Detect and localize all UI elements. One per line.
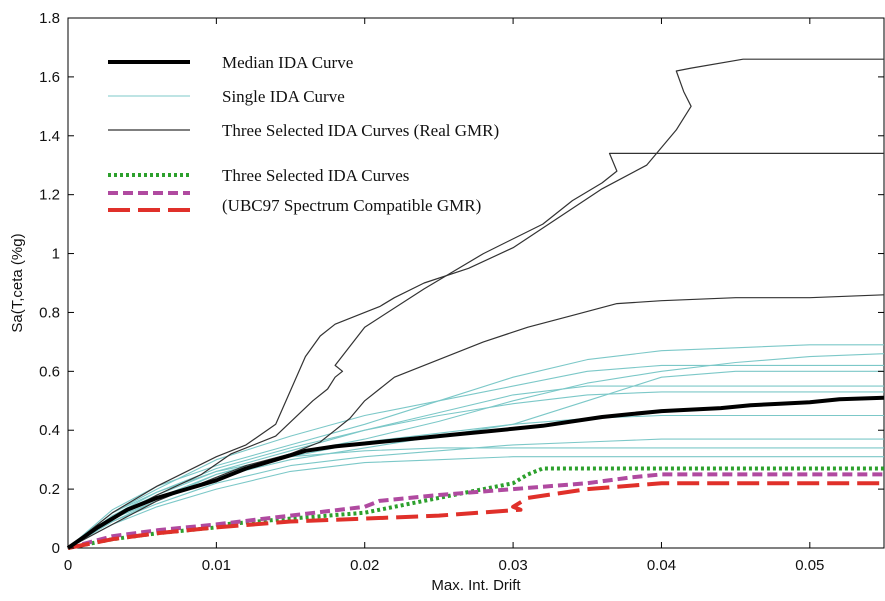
legend-label: Three Selected IDA Curves <box>222 166 409 185</box>
series-line-3 <box>67 438 884 549</box>
legend-label: (UBC97 Spectrum Compatible GMR) <box>222 196 481 215</box>
y-tick-label: 1.6 <box>39 69 60 86</box>
y-axis-label: Sa(T,ceta (%g) <box>9 233 26 332</box>
series-line-6 <box>67 344 884 549</box>
series-line-10 <box>67 447 884 549</box>
plot-area <box>67 17 885 549</box>
y-tick-label: 1.8 <box>39 10 60 27</box>
x-axis-label: Max. Int. Drift <box>431 577 521 594</box>
y-tick-label: 0.2 <box>39 481 60 498</box>
x-tick-label: 0.05 <box>795 557 824 574</box>
legend-label: Single IDA Curve <box>222 87 345 106</box>
y-tick-label: 0.8 <box>39 304 60 321</box>
legend-label: Median IDA Curve <box>222 53 353 72</box>
x-tick-label: 0 <box>64 557 72 574</box>
x-tick-label: 0.03 <box>498 557 527 574</box>
y-tick-label: 0.4 <box>39 422 60 439</box>
x-tick-label: 0.02 <box>350 557 379 574</box>
series-line-11 <box>67 58 884 549</box>
y-tick-label: 1.4 <box>39 128 60 145</box>
x-tick-label: 0.01 <box>202 557 231 574</box>
y-tick-label: 0.6 <box>39 363 60 380</box>
series-line-1 <box>67 353 885 549</box>
legend-label: Three Selected IDA Curves (Real GMR) <box>222 121 499 140</box>
series-line-0 <box>66 395 885 550</box>
y-tick-label: 1.2 <box>39 187 60 204</box>
series-line-13 <box>67 294 885 549</box>
series-line-5 <box>67 456 884 549</box>
series-line-12 <box>67 152 884 549</box>
series-line-16 <box>67 481 884 550</box>
series-line-15 <box>67 472 884 550</box>
series-line-9 <box>67 370 884 549</box>
y-tick-label: 1 <box>52 246 60 263</box>
y-tick-label: 0 <box>52 540 60 557</box>
x-tick-label: 0.04 <box>647 557 676 574</box>
